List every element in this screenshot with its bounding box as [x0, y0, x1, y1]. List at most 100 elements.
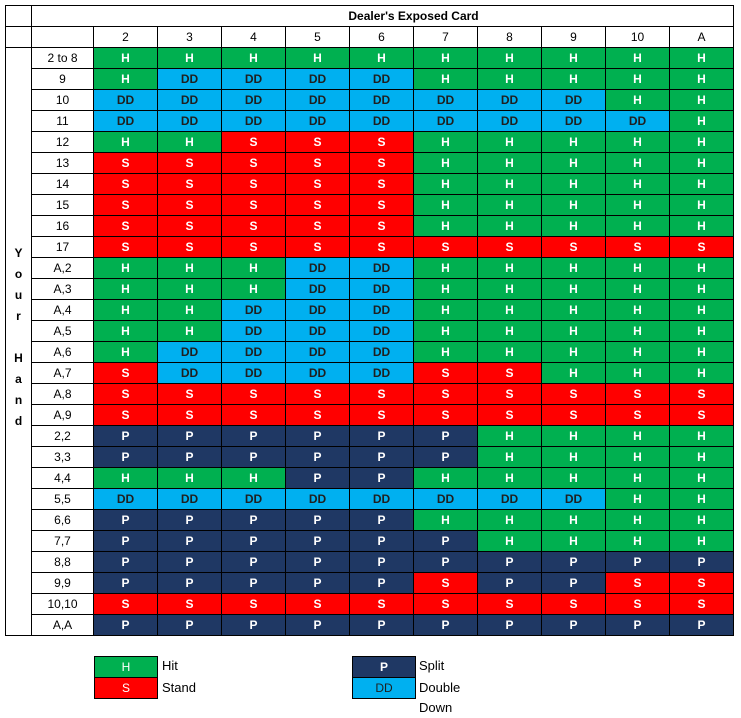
action-cell: H	[541, 257, 606, 279]
action-cell: H	[605, 257, 670, 279]
action-cell: S	[221, 593, 286, 615]
action-cell: H	[477, 320, 542, 342]
action-cell: H	[221, 278, 286, 300]
action-cell: P	[413, 446, 478, 468]
action-cell: S	[285, 593, 350, 615]
action-cell: S	[285, 383, 350, 405]
action-cell: P	[285, 467, 350, 489]
action-cell: S	[541, 404, 606, 426]
hand-label: 13	[31, 152, 94, 174]
action-cell: H	[669, 446, 734, 468]
action-cell: H	[157, 299, 222, 321]
action-cell: P	[669, 551, 734, 573]
action-cell: P	[93, 425, 158, 447]
action-cell: P	[349, 614, 414, 636]
hand-label: A,7	[31, 362, 94, 384]
dealer-card-header: 3	[157, 26, 222, 48]
action-cell: H	[93, 131, 158, 153]
action-cell: DD	[413, 488, 478, 510]
action-cell: S	[157, 404, 222, 426]
action-cell: S	[285, 152, 350, 174]
action-cell: P	[93, 572, 158, 594]
action-cell: P	[285, 614, 350, 636]
action-cell: H	[541, 152, 606, 174]
action-cell: P	[349, 551, 414, 573]
action-cell: H	[669, 425, 734, 447]
action-cell: S	[605, 572, 670, 594]
table-row: 5,5 DD DD DD DD DD DD DD DD H H	[6, 488, 734, 510]
action-cell: DD	[285, 257, 350, 279]
action-cell: S	[605, 404, 670, 426]
action-cell: H	[605, 509, 670, 531]
action-cell: DD	[349, 320, 414, 342]
action-cell: P	[285, 425, 350, 447]
action-cell: S	[93, 236, 158, 258]
action-cell: DD	[285, 341, 350, 363]
hand-label: A,6	[31, 341, 94, 363]
action-cell: H	[669, 173, 734, 195]
hand-label: 15	[31, 194, 94, 216]
action-cell: S	[349, 131, 414, 153]
action-cell: P	[157, 551, 222, 573]
action-cell: H	[413, 215, 478, 237]
action-cell: DD	[477, 488, 542, 510]
hand-label: 9	[31, 68, 94, 90]
action-cell: H	[477, 47, 542, 69]
action-cell: S	[221, 194, 286, 216]
action-cell: H	[93, 278, 158, 300]
action-cell: H	[413, 47, 478, 69]
action-cell: H	[541, 530, 606, 552]
action-cell: H	[157, 257, 222, 279]
dealer-card-header: A	[669, 26, 734, 48]
action-cell: H	[285, 47, 350, 69]
action-cell: DD	[221, 320, 286, 342]
your-hand-letter	[7, 331, 31, 352]
action-cell: H	[477, 467, 542, 489]
action-cell: S	[285, 173, 350, 195]
action-cell: P	[157, 425, 222, 447]
action-cell: P	[221, 572, 286, 594]
table-row: A,6 H DD DD DD DD H H H H H	[6, 341, 734, 363]
action-cell: H	[541, 215, 606, 237]
action-cell: H	[669, 152, 734, 174]
action-cell: S	[285, 194, 350, 216]
dealer-card-header: 9	[541, 26, 606, 48]
action-cell: S	[413, 572, 478, 594]
your-hand-letter: Y	[14, 246, 23, 260]
action-cell: DD	[349, 341, 414, 363]
hand-label: 16	[31, 215, 94, 237]
action-cell: H	[541, 278, 606, 300]
action-cell: H	[669, 215, 734, 237]
action-cell: H	[669, 278, 734, 300]
action-cell: H	[477, 425, 542, 447]
action-cell: H	[541, 131, 606, 153]
action-cell: DD	[221, 89, 286, 111]
hand-label: 3,3	[31, 446, 94, 468]
action-cell: P	[285, 446, 350, 468]
action-cell: P	[541, 551, 606, 573]
action-cell: H	[93, 320, 158, 342]
action-cell: H	[541, 509, 606, 531]
legend-swatch-split: P	[352, 656, 416, 678]
action-cell: H	[93, 299, 158, 321]
action-cell: H	[157, 467, 222, 489]
table-row: 10 DD DD DD DD DD DD DD DD H H	[6, 89, 734, 111]
action-cell: S	[349, 152, 414, 174]
action-cell: S	[221, 152, 286, 174]
action-cell: H	[413, 68, 478, 90]
table-row: 9,9 P P P P P S P P S S	[6, 572, 734, 594]
action-cell: S	[477, 404, 542, 426]
action-cell: P	[349, 446, 414, 468]
action-cell: DD	[349, 362, 414, 384]
action-cell: S	[285, 404, 350, 426]
action-cell: S	[221, 131, 286, 153]
action-cell: H	[541, 47, 606, 69]
action-cell: H	[669, 89, 734, 111]
dealer-card-header: 8	[477, 26, 542, 48]
table-row: 11 DD DD DD DD DD DD DD DD DD H	[6, 110, 734, 132]
action-cell: H	[541, 425, 606, 447]
action-cell: P	[221, 509, 286, 531]
action-cell: DD	[157, 488, 222, 510]
action-cell: H	[541, 362, 606, 384]
